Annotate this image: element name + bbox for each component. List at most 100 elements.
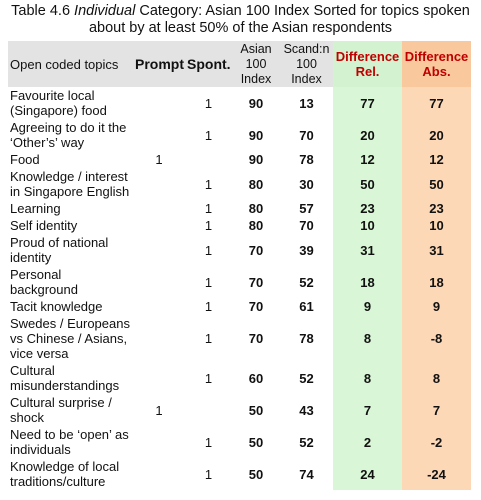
value-cell: 70 (248, 299, 264, 314)
topic-cell: Food (10, 152, 40, 167)
value-cell (133, 200, 185, 217)
value-cell: 50 (248, 402, 264, 418)
topic-cell: Need to be ‘open’ as individuals (10, 427, 129, 457)
table-row: Knowledge of local traditions/culture 1 50… (8, 458, 471, 490)
value-cell: 8 (333, 362, 402, 394)
value-cell: 31 (333, 234, 402, 266)
value-cell: 23 (402, 200, 471, 217)
value-cell (133, 168, 185, 200)
value-cell: 80 (248, 176, 264, 192)
value-cell: 90 (248, 152, 264, 167)
value-cell (185, 394, 232, 426)
topic-cell: Knowledge / interest in Singapore Englis… (10, 169, 130, 199)
table-row: Proud of national identity 1 70 39 31 31 (8, 234, 471, 266)
value-cell: 70 (248, 242, 264, 258)
value-cell: 20 (333, 119, 402, 151)
value-cell: 70 (248, 331, 264, 346)
value-cell: 61 (299, 299, 314, 314)
value-cell: 52 (299, 274, 314, 290)
topic-cell: Agreeing to do it the ‘Other’s’ way (10, 120, 127, 150)
table-row: Learning 1 80 57 23 23 (8, 200, 471, 217)
value-cell (133, 298, 185, 315)
value-cell: 78 (299, 152, 314, 167)
topic-cell: Cultural surprise / shock (10, 395, 112, 425)
value-cell: 1 (204, 201, 213, 216)
value-cell: 8 (402, 362, 471, 394)
value-cell: 18 (402, 266, 471, 298)
value-cell: 60 (248, 370, 264, 386)
value-cell (185, 151, 232, 168)
value-cell: 31 (402, 234, 471, 266)
value-cell: 18 (333, 266, 402, 298)
topic-cell: Self identity (10, 218, 78, 233)
value-cell: 2 (333, 426, 402, 458)
value-cell: 52 (299, 370, 314, 386)
table-row: Need to be ‘open’ as individuals 1 50 52 2 -2 (8, 426, 471, 458)
caption-emphasis: Individual (74, 3, 136, 19)
topic-cell: Proud of national identity (10, 235, 109, 265)
value-cell: 78 (299, 331, 314, 346)
value-cell: 70 (299, 218, 314, 233)
value-cell (133, 266, 185, 298)
header-row: Open coded topics Prompt Spont. Asian 100 I… (8, 41, 471, 87)
topic-cell: Learning (10, 201, 61, 216)
value-cell: 1 (204, 434, 213, 450)
value-cell: 1 (155, 152, 163, 167)
value-cell: 50 (248, 466, 264, 482)
value-cell: -2 (402, 426, 471, 458)
value-cell: 1 (204, 242, 213, 258)
table-row: Personal background 1 70 52 18 18 (8, 266, 471, 298)
value-cell: 9 (402, 298, 471, 315)
value-cell: 70 (248, 274, 264, 290)
value-cell: 39 (299, 242, 314, 258)
value-cell: 1 (204, 274, 213, 290)
value-cell: 52 (299, 434, 314, 450)
value-cell: 8 (333, 315, 402, 362)
value-cell: 1 (204, 95, 213, 111)
value-cell: 10 (333, 217, 402, 234)
value-cell: 90 (248, 127, 264, 143)
value-cell (133, 234, 185, 266)
caption-label: Table 4.6 (11, 3, 71, 19)
data-table: Open coded topics Prompt Spont. Asian 100 I… (8, 41, 471, 490)
table-row: Swedes / Europeans vs Chinese / Asians, … (8, 315, 471, 362)
value-cell: 80 (248, 218, 264, 233)
value-cell: 74 (299, 466, 314, 482)
value-cell (133, 458, 185, 490)
value-cell (133, 119, 185, 151)
value-cell (133, 362, 185, 394)
value-cell (133, 315, 185, 362)
value-cell: 1 (204, 370, 213, 386)
table-row: Cultural misunderstandings 1 60 52 8 8 (8, 362, 471, 394)
value-cell (133, 217, 185, 234)
value-cell: 1 (204, 127, 213, 143)
table-caption: Table 4.6 Individual Category: Asian 100… (8, 3, 473, 41)
value-cell: 13 (299, 95, 314, 111)
value-cell: 7 (333, 394, 402, 426)
value-cell: 43 (299, 402, 314, 418)
value-cell: 1 (155, 402, 163, 418)
value-cell: 9 (333, 298, 402, 315)
value-cell: 1 (204, 331, 213, 346)
table-row: Favourite local (Singapore) food 1 90 13 77 7… (8, 87, 471, 119)
column-header: Open coded topics (8, 41, 133, 87)
value-cell: 80 (248, 201, 264, 216)
value-cell: 1 (204, 176, 213, 192)
column-header: Difference Rel. (333, 41, 402, 87)
page: Table 4.6 Individual Category: Asian 100… (0, 3, 481, 500)
column-header: Scand:n 100 Index (280, 41, 333, 87)
value-cell: 1 (204, 218, 213, 233)
value-cell: -8 (402, 315, 471, 362)
column-header: Spont. (185, 41, 232, 87)
topic-cell: Knowledge of local traditions/culture (10, 459, 120, 489)
value-cell: 30 (299, 176, 314, 192)
column-header: Difference Abs. (402, 41, 471, 87)
value-cell: 77 (333, 87, 402, 119)
value-cell: 1 (204, 466, 213, 482)
value-cell: 10 (402, 217, 471, 234)
table-row: Cultural surprise / shock 1 50 43 7 7 (8, 394, 471, 426)
table-body: Favourite local (Singapore) food 1 90 13 77 7… (8, 87, 471, 490)
value-cell: 50 (402, 168, 471, 200)
topic-cell: Favourite local (Singapore) food (10, 88, 107, 118)
value-cell: 20 (402, 119, 471, 151)
